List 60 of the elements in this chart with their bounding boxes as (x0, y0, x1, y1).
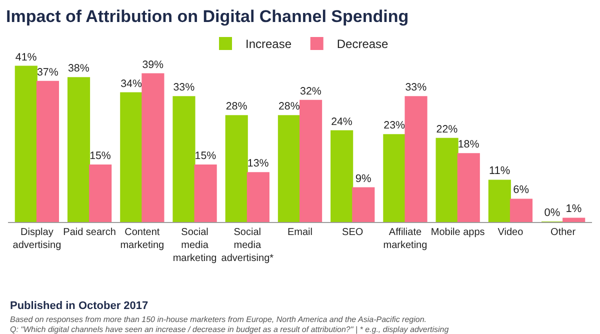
bar (457, 153, 480, 222)
x-tick-label: Email (287, 227, 313, 238)
data-label: 28% (226, 100, 248, 113)
x-tick-label: Display advertising (12, 227, 62, 251)
x-tick-label: Social media marketing (172, 227, 217, 264)
chart-title: Impact of Attribution on Digital Channel Spending (6, 6, 409, 26)
x-tick-label: Social media advertising* (221, 227, 274, 264)
bar (67, 77, 90, 222)
data-label: 32% (300, 85, 322, 98)
data-label: 38% (68, 62, 90, 75)
data-label: 15% (90, 150, 112, 162)
bar (436, 138, 458, 222)
data-label: 34% (120, 78, 142, 90)
data-label: 13% (247, 158, 270, 170)
bar (172, 96, 196, 222)
data-label: 23% (384, 120, 406, 132)
data-label: 28% (278, 100, 300, 113)
text: Q: "Which digital channels have seen an increase / decrease in budget as a result of attribution?" | * e.g., display advertising (10, 325, 450, 334)
data-label: 6% (513, 184, 530, 196)
bar (352, 187, 375, 222)
data-label: 24% (331, 116, 353, 128)
data-label: 39% (142, 58, 164, 71)
bar (300, 100, 322, 222)
data-label: 0% (544, 207, 560, 219)
bar (89, 164, 112, 222)
bar (194, 164, 217, 222)
bar (120, 92, 143, 222)
data-label: 37% (36, 66, 59, 78)
legend-label: Increase (246, 37, 292, 52)
text: Based on responses from more than 150 in-house marketers from Europe, North America and the Asia-Pacific region. (10, 315, 426, 324)
data-label: 33% (173, 82, 196, 94)
bar (330, 130, 354, 222)
data-label: 33% (405, 82, 428, 94)
data-label: 18% (458, 138, 480, 151)
bar (14, 66, 38, 222)
data-label: 15% (194, 150, 217, 162)
bar (404, 96, 428, 222)
x-tick-label: Mobile apps (430, 227, 485, 238)
bar (225, 115, 248, 222)
data-label: 22% (436, 123, 458, 136)
bar (246, 172, 270, 222)
data-label: 11% (488, 165, 510, 178)
bar (36, 80, 60, 222)
text: Published in October 2017 (10, 300, 148, 312)
bar (278, 115, 300, 222)
x-tick-label: Affiliate marketing (383, 227, 428, 251)
x-tick-label: SEO (342, 227, 364, 238)
data-label: 1% (566, 203, 582, 216)
bar (510, 198, 533, 222)
bar (142, 73, 164, 222)
x-tick-label: Video (498, 227, 524, 238)
x-tick-label: Paid search (63, 227, 116, 238)
bar (383, 134, 406, 222)
bar (488, 180, 511, 222)
x-tick-label: Content marketing (120, 227, 164, 251)
data-label: 9% (355, 172, 372, 185)
legend-label: Decrease (336, 37, 389, 52)
x-tick-label: Other (550, 227, 576, 238)
bar (562, 218, 586, 222)
data-label: 41% (15, 51, 38, 64)
